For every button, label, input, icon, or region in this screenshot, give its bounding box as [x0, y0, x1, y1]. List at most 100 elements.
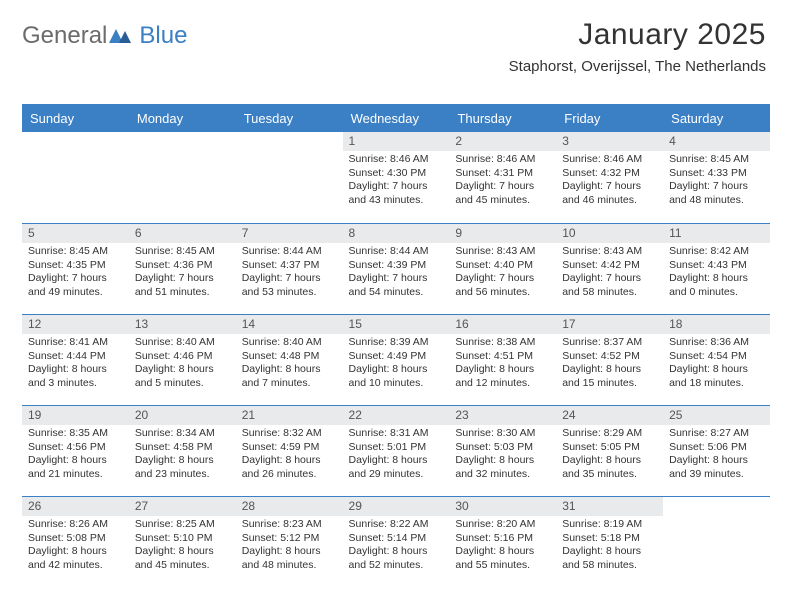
sunset-line: Sunset: 5:03 PM — [455, 441, 550, 454]
day-number: 5 — [22, 224, 129, 243]
sunset-line: Sunset: 4:59 PM — [242, 441, 337, 454]
calendar-cell: 11Sunrise: 8:42 AMSunset: 4:43 PMDayligh… — [663, 223, 770, 314]
daylight-line-1: Daylight: 8 hours — [242, 454, 337, 467]
sunrise-line: Sunrise: 8:22 AM — [349, 518, 444, 531]
weekday-header: Tuesday — [236, 106, 343, 132]
daylight-line-1: Daylight: 8 hours — [349, 454, 444, 467]
sunset-line: Sunset: 4:35 PM — [28, 259, 123, 272]
daylight-line-2: and 52 minutes. — [349, 559, 444, 572]
day-number: 29 — [343, 497, 450, 516]
sunset-line: Sunset: 5:01 PM — [349, 441, 444, 454]
sunrise-line: Sunrise: 8:46 AM — [562, 153, 657, 166]
sunset-line: Sunset: 5:18 PM — [562, 532, 657, 545]
logo-word-blue: Blue — [139, 22, 187, 50]
daylight-line-1: Daylight: 8 hours — [455, 363, 550, 376]
sunset-line: Sunset: 4:40 PM — [455, 259, 550, 272]
day-number: 13 — [129, 315, 236, 334]
daylight-line-2: and 48 minutes. — [669, 194, 764, 207]
day-number: 4 — [663, 132, 770, 151]
daylight-line-1: Daylight: 7 hours — [135, 272, 230, 285]
daylight-line-2: and 45 minutes. — [455, 194, 550, 207]
calendar-cell: 16Sunrise: 8:38 AMSunset: 4:51 PMDayligh… — [449, 314, 556, 405]
daylight-line-1: Daylight: 7 hours — [669, 180, 764, 193]
daylight-line-1: Daylight: 7 hours — [455, 272, 550, 285]
daylight-line-1: Daylight: 7 hours — [455, 180, 550, 193]
calendar-cell: 28Sunrise: 8:23 AMSunset: 5:12 PMDayligh… — [236, 496, 343, 587]
daylight-line-1: Daylight: 8 hours — [455, 545, 550, 558]
weekday-header: Wednesday — [343, 106, 450, 132]
day-number: 15 — [343, 315, 450, 334]
daylight-line-1: Daylight: 8 hours — [562, 545, 657, 558]
daylight-line-1: Daylight: 8 hours — [135, 545, 230, 558]
calendar-cell: 4Sunrise: 8:45 AMSunset: 4:33 PMDaylight… — [663, 132, 770, 223]
daylight-line-2: and 45 minutes. — [135, 559, 230, 572]
daylight-line-2: and 58 minutes. — [562, 286, 657, 299]
header: January 2025 Staphorst, Overijssel, The … — [509, 18, 766, 75]
daylight-line-1: Daylight: 8 hours — [349, 363, 444, 376]
daylight-line-2: and 7 minutes. — [242, 377, 337, 390]
logo-triangle-icon — [109, 22, 131, 50]
calendar-cell: 6Sunrise: 8:45 AMSunset: 4:36 PMDaylight… — [129, 223, 236, 314]
sunset-line: Sunset: 5:12 PM — [242, 532, 337, 545]
daylight-line-1: Daylight: 8 hours — [135, 363, 230, 376]
day-number: 2 — [449, 132, 556, 151]
sunrise-line: Sunrise: 8:40 AM — [242, 336, 337, 349]
calendar-cell: 8Sunrise: 8:44 AMSunset: 4:39 PMDaylight… — [343, 223, 450, 314]
calendar-cell: 1Sunrise: 8:46 AMSunset: 4:30 PMDaylight… — [343, 132, 450, 223]
sunset-line: Sunset: 5:10 PM — [135, 532, 230, 545]
weekday-header: Saturday — [663, 106, 770, 132]
daylight-line-1: Daylight: 8 hours — [135, 454, 230, 467]
daylight-line-1: Daylight: 8 hours — [28, 545, 123, 558]
daylight-line-2: and 58 minutes. — [562, 559, 657, 572]
daylight-line-1: Daylight: 8 hours — [669, 454, 764, 467]
sunset-line: Sunset: 4:39 PM — [349, 259, 444, 272]
sunrise-line: Sunrise: 8:46 AM — [349, 153, 444, 166]
sunset-line: Sunset: 4:43 PM — [669, 259, 764, 272]
daylight-line-2: and 5 minutes. — [135, 377, 230, 390]
sunset-line: Sunset: 4:52 PM — [562, 350, 657, 363]
daylight-line-2: and 53 minutes. — [242, 286, 337, 299]
weekday-header: Friday — [556, 106, 663, 132]
daylight-line-2: and 29 minutes. — [349, 468, 444, 481]
calendar-cell — [663, 496, 770, 587]
calendar-cell: 22Sunrise: 8:31 AMSunset: 5:01 PMDayligh… — [343, 405, 450, 496]
sunrise-line: Sunrise: 8:23 AM — [242, 518, 337, 531]
sunset-line: Sunset: 5:05 PM — [562, 441, 657, 454]
day-number: 3 — [556, 132, 663, 151]
daylight-line-1: Daylight: 7 hours — [28, 272, 123, 285]
day-number: 28 — [236, 497, 343, 516]
daylight-line-2: and 35 minutes. — [562, 468, 657, 481]
day-number: 25 — [663, 406, 770, 425]
day-number: 31 — [556, 497, 663, 516]
daylight-line-2: and 23 minutes. — [135, 468, 230, 481]
daylight-line-1: Daylight: 8 hours — [562, 363, 657, 376]
daylight-line-2: and 10 minutes. — [349, 377, 444, 390]
sunset-line: Sunset: 4:44 PM — [28, 350, 123, 363]
day-number: 30 — [449, 497, 556, 516]
sunrise-line: Sunrise: 8:29 AM — [562, 427, 657, 440]
sunset-line: Sunset: 4:31 PM — [455, 167, 550, 180]
sunset-line: Sunset: 5:16 PM — [455, 532, 550, 545]
calendar-cell: 14Sunrise: 8:40 AMSunset: 4:48 PMDayligh… — [236, 314, 343, 405]
day-number: 24 — [556, 406, 663, 425]
day-number: 21 — [236, 406, 343, 425]
daylight-line-2: and 54 minutes. — [349, 286, 444, 299]
sunset-line: Sunset: 4:56 PM — [28, 441, 123, 454]
sunrise-line: Sunrise: 8:36 AM — [669, 336, 764, 349]
day-number: 19 — [22, 406, 129, 425]
sunrise-line: Sunrise: 8:44 AM — [242, 245, 337, 258]
daylight-line-2: and 18 minutes. — [669, 377, 764, 390]
sunrise-line: Sunrise: 8:31 AM — [349, 427, 444, 440]
sunrise-line: Sunrise: 8:37 AM — [562, 336, 657, 349]
sunrise-line: Sunrise: 8:44 AM — [349, 245, 444, 258]
daylight-line-2: and 49 minutes. — [28, 286, 123, 299]
sunrise-line: Sunrise: 8:39 AM — [349, 336, 444, 349]
sunset-line: Sunset: 4:54 PM — [669, 350, 764, 363]
day-number: 20 — [129, 406, 236, 425]
weekday-header: Thursday — [449, 106, 556, 132]
day-number: 1 — [343, 132, 450, 151]
sunset-line: Sunset: 4:46 PM — [135, 350, 230, 363]
daylight-line-2: and 12 minutes. — [455, 377, 550, 390]
calendar-cell: 5Sunrise: 8:45 AMSunset: 4:35 PMDaylight… — [22, 223, 129, 314]
calendar: Sunday Monday Tuesday Wednesday Thursday… — [22, 104, 770, 587]
